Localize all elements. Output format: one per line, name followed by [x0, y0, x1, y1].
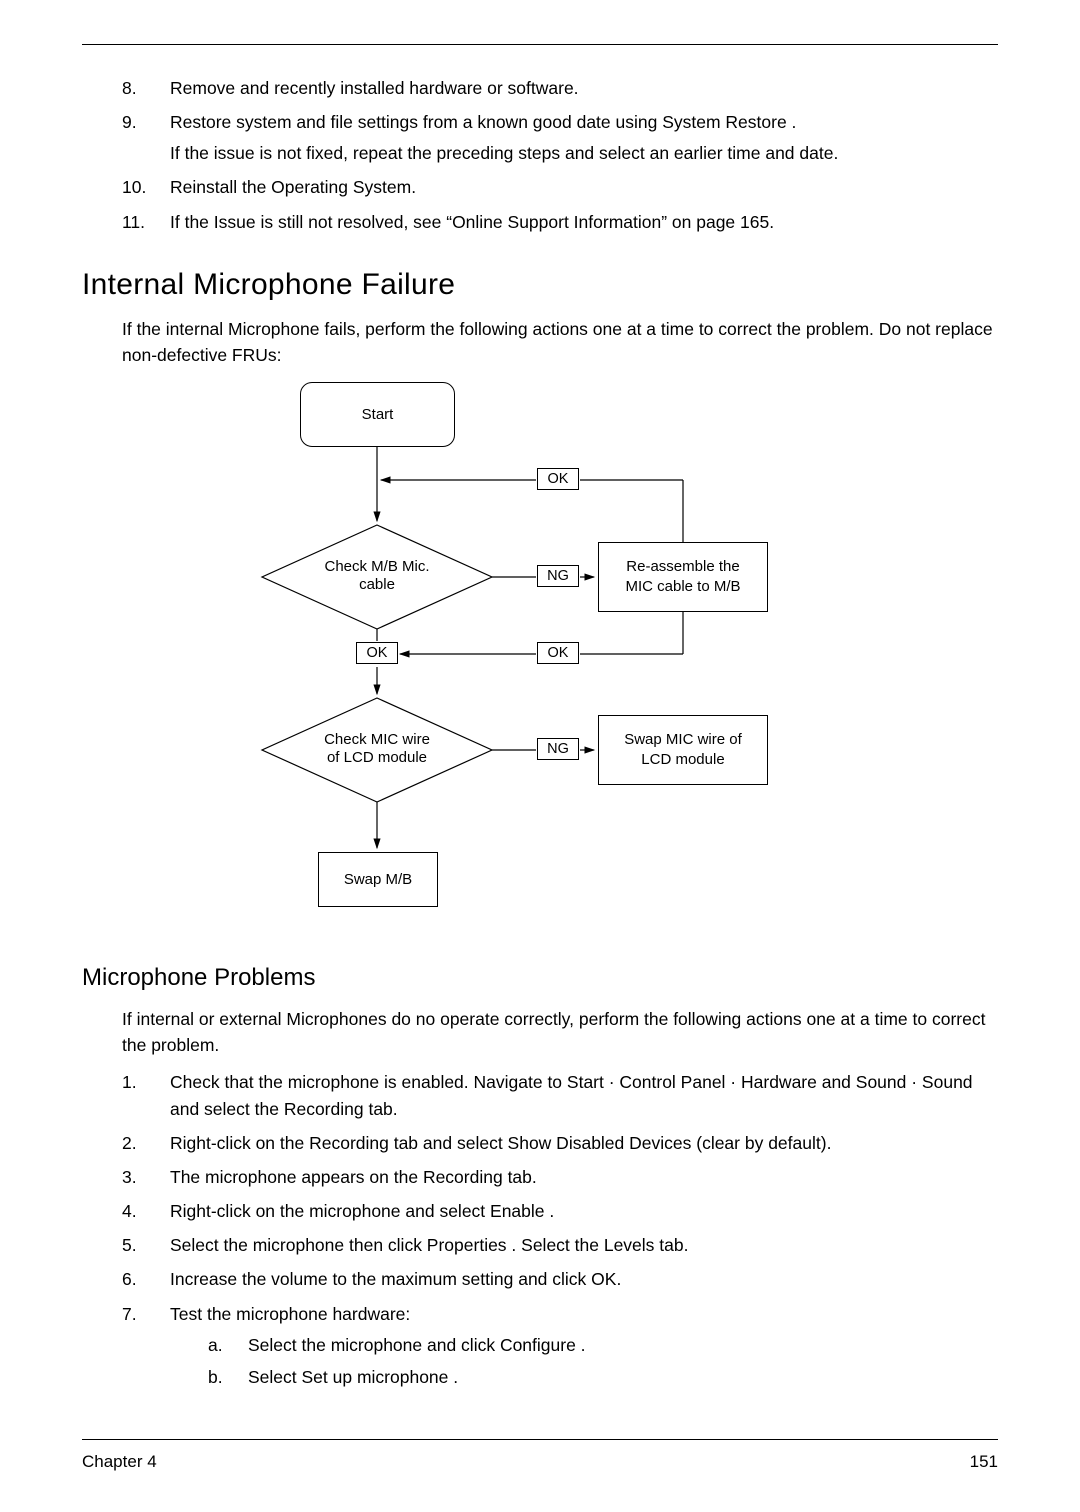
- list-number: 5.: [122, 1232, 137, 1259]
- list-number: 6.: [122, 1266, 137, 1293]
- list-number: 8.: [122, 75, 137, 102]
- list-number: 9.: [122, 109, 137, 136]
- footer-page-number: 151: [970, 1452, 998, 1472]
- flow-label-ok: OK: [537, 642, 579, 664]
- list-number: 1.: [122, 1069, 137, 1096]
- flow-label-ng: NG: [537, 565, 579, 587]
- list-text: Remove and recently installed hardware o…: [170, 78, 579, 98]
- flow-label-ok: OK: [356, 642, 398, 664]
- list-text: Select the microphone then click Propert…: [170, 1235, 688, 1255]
- list-item: 4. Right-click on the microphone and sele…: [122, 1198, 998, 1225]
- list-item: 3. The microphone appears on the Recordin…: [122, 1164, 998, 1191]
- list-text: Select the microphone and click Configur…: [248, 1335, 586, 1355]
- list-item: 9. Restore system and file settings from…: [122, 109, 998, 167]
- list-number: 11.: [122, 209, 145, 236]
- list-text: Restore system and file settings from a …: [170, 112, 796, 132]
- svg-text:cable: cable: [359, 576, 395, 593]
- list-text: Check that the microphone is enabled. Na…: [170, 1072, 973, 1119]
- list-item: b. Select Set up microphone .: [208, 1364, 998, 1391]
- footer-chapter: Chapter 4: [82, 1452, 157, 1472]
- list-item: 11. If the Issue is still not resolved, …: [122, 209, 998, 236]
- list-number: 2.: [122, 1130, 137, 1157]
- top-rule: [82, 44, 998, 45]
- flow-node-swap-wire: Swap MIC wire of LCD module: [598, 715, 768, 785]
- list-number: 4.: [122, 1198, 137, 1225]
- svg-text:of LCD module: of LCD module: [327, 749, 427, 766]
- list-item: 7. Test the microphone hardware: a. Select…: [122, 1301, 998, 1391]
- list-number: a.: [208, 1332, 223, 1359]
- subsection-intro: If internal or external Microphones do n…: [122, 1006, 998, 1059]
- list-number: 7.: [122, 1301, 137, 1328]
- list-text: Select Set up microphone .: [248, 1367, 458, 1387]
- list-item: 1. Check that the microphone is enabled. …: [122, 1069, 998, 1123]
- list-text: The microphone appears on the Recording …: [170, 1167, 537, 1187]
- list-item: 5. Select the microphone then click Prope…: [122, 1232, 998, 1259]
- flowchart: Check M/B Mic. cable Check MIC wire of L…: [270, 382, 810, 932]
- flow-node-start: Start: [300, 382, 455, 447]
- list-text: Reinstall the Operating System.: [170, 177, 416, 197]
- list-number: b.: [208, 1364, 223, 1391]
- list-number: 10.: [122, 174, 146, 201]
- flow-node-swap-mb: Swap M/B: [318, 852, 438, 907]
- list-item: 2. Right-click on the Recording tab and s…: [122, 1130, 998, 1157]
- bottom-rule: [82, 1439, 998, 1440]
- list-text: Right-click on the Recording tab and sel…: [170, 1133, 831, 1153]
- steps-list: 1. Check that the microphone is enabled. …: [122, 1069, 998, 1391]
- steps-sublist: a. Select the microphone and click Config…: [208, 1332, 998, 1391]
- flow-label-ng: NG: [537, 738, 579, 760]
- list-subtext: If the issue is not fixed, repeat the pr…: [170, 140, 998, 167]
- list-text: Increase the volume to the maximum setti…: [170, 1269, 621, 1289]
- svg-text:Check M/B Mic.: Check M/B Mic.: [324, 558, 429, 575]
- list-item: a. Select the microphone and click Config…: [208, 1332, 998, 1359]
- top-ordered-list: 8. Remove and recently installed hardwar…: [122, 75, 998, 236]
- list-item: 8. Remove and recently installed hardwar…: [122, 75, 998, 102]
- list-item: 6. Increase the volume to the maximum set…: [122, 1266, 998, 1293]
- flow-label-ok: OK: [537, 468, 579, 490]
- list-item: 10. Reinstall the Operating System.: [122, 174, 998, 201]
- svg-text:Check MIC wire: Check MIC wire: [324, 731, 430, 748]
- flow-node-reassemble: Re-assemble the MIC cable to M/B: [598, 542, 768, 612]
- subsection-heading: Microphone Problems: [82, 964, 998, 992]
- list-text: Test the microphone hardware:: [170, 1304, 410, 1324]
- list-text: Right-click on the microphone and select…: [170, 1201, 554, 1221]
- list-text: If the Issue is still not resolved, see …: [170, 212, 774, 232]
- section-heading: Internal Microphone Failure: [82, 268, 998, 302]
- list-number: 3.: [122, 1164, 137, 1191]
- section-intro: If the internal Microphone fails, perfor…: [122, 316, 998, 369]
